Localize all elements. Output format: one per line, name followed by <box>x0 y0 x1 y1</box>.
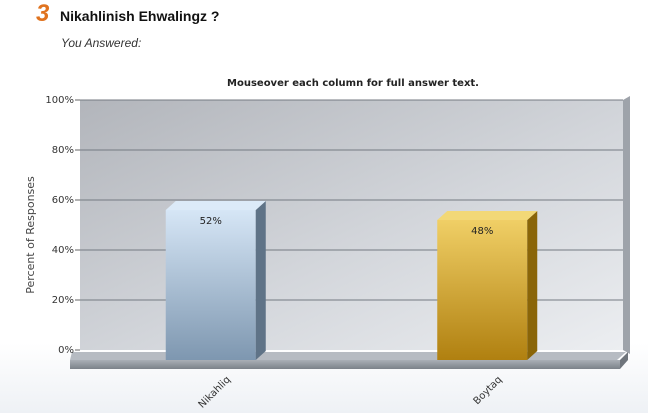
y-tick-label: 100% <box>45 95 74 106</box>
y-tick-label: 80% <box>52 145 74 156</box>
bar-top <box>165 201 266 210</box>
bar-data-label: 52% <box>200 216 222 227</box>
plot-area <box>70 96 630 369</box>
bar-nikahliq: 52% <box>165 201 266 360</box>
chart-floor-top <box>70 352 626 360</box>
bar-data-label: 48% <box>471 226 493 237</box>
question-number: 3 <box>36 0 50 27</box>
y-tick-label: 40% <box>52 245 74 256</box>
question-title: Nikahlinish Ehwalingz ? <box>60 8 220 24</box>
y-tick-label: 20% <box>52 295 74 306</box>
chart-floor-front <box>70 360 620 369</box>
plot-side-wall <box>623 96 630 354</box>
bar-top <box>437 211 538 220</box>
bar-side <box>255 201 266 360</box>
bar-boytaq: 48% <box>437 211 538 360</box>
bar-side <box>527 211 538 360</box>
question-subtitle: You Answered: <box>61 36 142 50</box>
x-tick-label: Boytaq <box>472 374 505 407</box>
y-axis-ticks: 0% 20% 40% 60% 80% 100% <box>45 95 80 356</box>
y-tick-label: 0% <box>58 345 74 356</box>
y-axis-label: Percent of Responses <box>24 176 37 294</box>
bars: 52% 48% <box>165 201 538 360</box>
x-axis-labels: Nikahliq Boytaq <box>197 374 505 410</box>
x-tick-label: Nikahliq <box>197 374 233 410</box>
bar-front <box>165 210 256 360</box>
y-tick-label: 60% <box>52 195 74 206</box>
chart-floor-side <box>620 352 628 369</box>
plot-background <box>80 100 623 350</box>
bar-front <box>437 220 528 360</box>
chart-title: Mouseover each column for full answer te… <box>227 78 479 89</box>
